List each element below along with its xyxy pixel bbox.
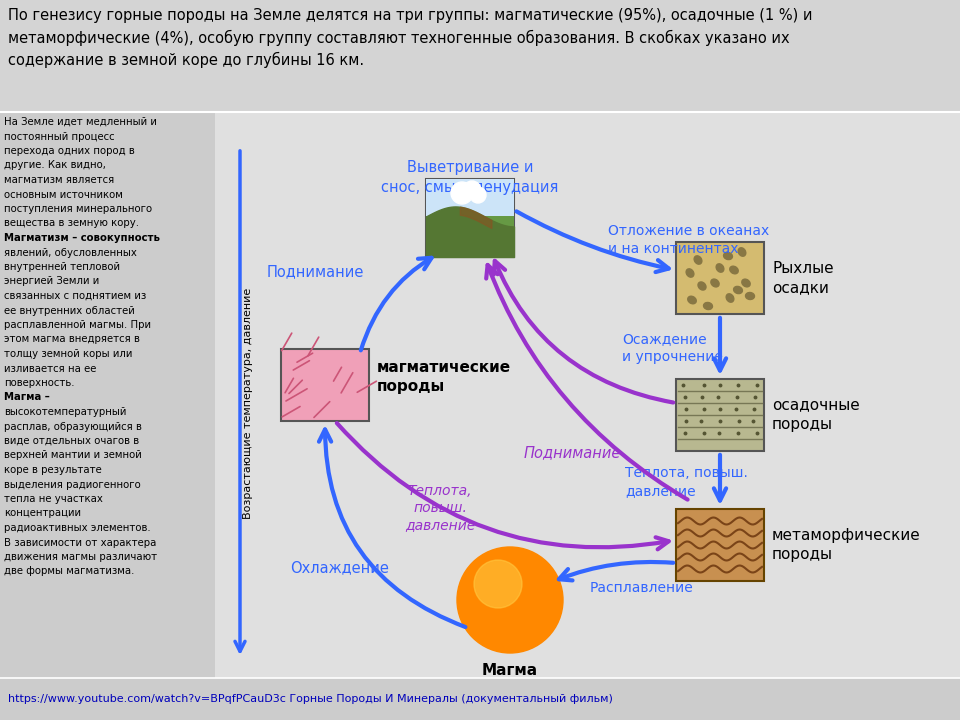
- Text: Осаждение
и упрочнение: Осаждение и упрочнение: [622, 332, 723, 364]
- FancyBboxPatch shape: [281, 349, 369, 421]
- Circle shape: [463, 181, 481, 199]
- Text: На Земле идет медленный и: На Земле идет медленный и: [4, 117, 156, 127]
- Text: перехода одних пород в: перехода одних пород в: [4, 146, 134, 156]
- Text: расплавленной магмы. При: расплавленной магмы. При: [4, 320, 151, 330]
- Ellipse shape: [746, 292, 755, 300]
- Text: верхней мантии и земной: верхней мантии и земной: [4, 451, 142, 461]
- FancyBboxPatch shape: [426, 217, 514, 257]
- Ellipse shape: [704, 302, 712, 310]
- Text: энергией Земли и: энергией Земли и: [4, 276, 99, 287]
- Text: коре в результате: коре в результате: [4, 465, 102, 475]
- FancyBboxPatch shape: [426, 179, 514, 217]
- Text: осадочные
породы: осадочные породы: [772, 397, 860, 433]
- FancyBboxPatch shape: [676, 242, 764, 314]
- Ellipse shape: [738, 248, 746, 256]
- Text: Возрастающие температура, давление: Возрастающие температура, давление: [243, 287, 253, 518]
- Text: Расплавление: Расплавление: [590, 581, 694, 595]
- FancyBboxPatch shape: [426, 179, 514, 257]
- Text: Выветривание и
снос, смыв; денудация: Выветривание и снос, смыв; денудация: [381, 160, 559, 195]
- Circle shape: [457, 547, 563, 653]
- Ellipse shape: [686, 269, 694, 277]
- Text: магматизм является: магматизм является: [4, 175, 114, 185]
- Text: две формы магматизма.: две формы магматизма.: [4, 567, 134, 577]
- Text: Теплота,
повыш.
давление: Теплота, повыш. давление: [405, 484, 475, 532]
- Text: движения магмы различают: движения магмы различают: [4, 552, 157, 562]
- Ellipse shape: [698, 282, 706, 290]
- Text: вещества в земную кору.: вещества в земную кору.: [4, 218, 139, 228]
- Text: внутренней тепловой: внутренней тепловой: [4, 262, 120, 272]
- Text: Рыхлые
осадки: Рыхлые осадки: [772, 261, 833, 295]
- Ellipse shape: [724, 253, 732, 260]
- FancyBboxPatch shape: [676, 509, 764, 581]
- Ellipse shape: [730, 266, 738, 274]
- Text: магматические
породы: магматические породы: [377, 359, 511, 395]
- Text: концентрации: концентрации: [4, 508, 81, 518]
- Text: поверхность.: поверхность.: [4, 378, 75, 388]
- Text: высокотемпературный: высокотемпературный: [4, 407, 127, 417]
- Text: толщу земной коры или: толщу земной коры или: [4, 349, 132, 359]
- Text: тепла не участках: тепла не участках: [4, 494, 103, 504]
- Text: поступления минерального: поступления минерального: [4, 204, 152, 214]
- Text: Теплота, повыш.
давление: Теплота, повыш. давление: [625, 466, 748, 498]
- Text: Отложение в океанах
и на континентах: Отложение в океанах и на континентах: [608, 224, 769, 256]
- Text: По генезису горные породы на Земле делятся на три группы: магматические (95%), о: По генезису горные породы на Земле делят…: [8, 8, 812, 68]
- Ellipse shape: [733, 287, 742, 294]
- Text: постоянный процесс: постоянный процесс: [4, 132, 114, 142]
- Text: основным источником: основным источником: [4, 189, 123, 199]
- FancyBboxPatch shape: [0, 0, 960, 112]
- FancyBboxPatch shape: [0, 678, 960, 720]
- Text: радиоактивных элементов.: радиоактивных элементов.: [4, 523, 151, 533]
- Ellipse shape: [726, 294, 733, 302]
- Text: виде отдельных очагов в: виде отдельных очагов в: [4, 436, 139, 446]
- Text: расплав, образующийся в: расплав, образующийся в: [4, 421, 142, 431]
- Ellipse shape: [710, 279, 719, 287]
- Text: Охлаждение: Охлаждение: [291, 560, 390, 575]
- Text: https://www.youtube.com/watch?v=BPqfPCauD3c Горные Породы И Минералы (документал: https://www.youtube.com/watch?v=BPqfPCau…: [8, 694, 612, 704]
- Text: выделения радиогенного: выделения радиогенного: [4, 480, 141, 490]
- Text: В зависимости от характера: В зависимости от характера: [4, 538, 156, 547]
- Text: ее внутренних областей: ее внутренних областей: [4, 305, 134, 315]
- Text: Поднимание: Поднимание: [523, 446, 621, 461]
- Text: Поднимание: Поднимание: [266, 264, 364, 279]
- FancyBboxPatch shape: [0, 113, 215, 678]
- Ellipse shape: [742, 279, 750, 287]
- Ellipse shape: [694, 256, 702, 264]
- Text: Магматизм – совокупность: Магматизм – совокупность: [4, 233, 160, 243]
- Text: явлений, обусловленных: явлений, обусловленных: [4, 248, 137, 258]
- Ellipse shape: [687, 296, 696, 304]
- Text: этом магма внедряется в: этом магма внедряется в: [4, 335, 140, 344]
- Circle shape: [451, 182, 473, 204]
- Circle shape: [470, 187, 486, 203]
- Ellipse shape: [716, 264, 724, 272]
- Circle shape: [474, 560, 522, 608]
- Text: связанных с поднятием из: связанных с поднятием из: [4, 291, 146, 301]
- Text: изливается на ее: изливается на ее: [4, 364, 96, 374]
- Text: другие. Как видно,: другие. Как видно,: [4, 161, 106, 171]
- Text: Магма –: Магма –: [4, 392, 50, 402]
- FancyBboxPatch shape: [676, 379, 764, 451]
- Text: метаморфические
породы: метаморфические породы: [772, 528, 921, 562]
- Text: Магма: Магма: [482, 663, 538, 678]
